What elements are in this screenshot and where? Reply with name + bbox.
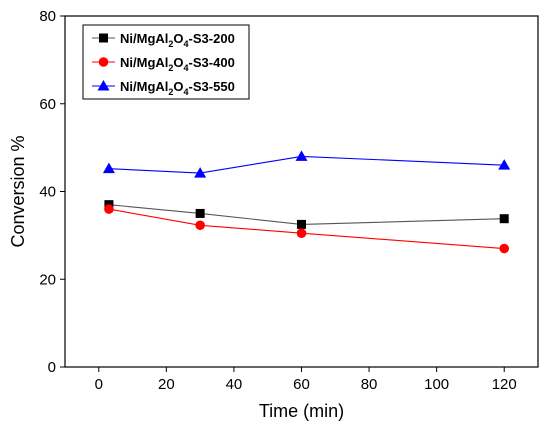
x-tick-label: 20 [158,376,175,393]
y-tick-label: 80 [39,8,56,25]
legend-text-part: O [173,55,183,70]
legend-subscript: 2 [168,63,173,73]
data-point [297,219,306,229]
x-tick-label: 40 [226,376,243,393]
legend-text-part: Ni/MgAl [120,55,168,70]
legend-text-part: -S3-200 [189,31,235,46]
series-3 [102,150,511,178]
data-point [195,220,205,231]
x-axis-title: Time (min) [259,401,344,421]
legend-label: Ni/MgAl2O4-S3-400 [120,55,235,73]
legend-subscript: 4 [184,63,189,73]
y-tick-label: 60 [39,96,56,113]
x-tick-label: 100 [424,376,449,393]
y-axis-title: Conversion % [8,135,28,247]
legend-subscript: 4 [184,87,189,97]
legend-subscript: 2 [168,87,173,97]
data-point [499,214,509,224]
legend-marker [98,57,109,67]
legend-label: Ni/MgAl2O4-S3-200 [120,31,235,49]
series-1 [104,200,509,229]
legend-text-part: Ni/MgAl [120,79,168,94]
data-point [104,204,114,214]
legend: Ni/MgAl2O4-S3-200Ni/MgAl2O4-S3-400Ni/MgA… [82,24,250,100]
legend-marker [97,80,110,91]
legend-text-part: O [173,31,183,46]
data-point [296,228,307,238]
data-point [498,159,511,170]
series-line [108,155,505,174]
legend-label: Ni/MgAl2O4-S3-550 [120,79,235,97]
legend-item: Ni/MgAl2O4-S3-550 [92,79,235,97]
y-tick-label: 0 [48,359,56,376]
data-point [295,150,308,161]
legend-item: Ni/MgAl2O4-S3-400 [92,55,235,73]
legend-marker [99,33,108,43]
legend-text-part: -S3-400 [189,55,235,70]
series-line [108,204,505,225]
legend-item: Ni/MgAl2O4-S3-200 [92,31,235,49]
data-point [102,162,115,174]
x-tick-label: 0 [95,376,103,393]
series-2 [104,204,510,254]
series-line [108,208,505,250]
data-point [194,167,207,178]
legend-text-part: Ni/MgAl [120,31,168,46]
data-point [499,243,510,254]
x-tick-label: 60 [293,376,310,393]
y-tick-label: 20 [39,271,56,288]
data-point [195,208,205,218]
y-tick-label: 40 [39,184,56,201]
legend-subscript: 2 [168,39,173,49]
x-tick-label: 80 [361,376,378,393]
legend-text-part: -S3-550 [189,79,235,94]
legend-subscript: 4 [184,39,189,49]
x-tick-label: 120 [492,376,517,393]
legend-text-part: O [173,79,183,94]
